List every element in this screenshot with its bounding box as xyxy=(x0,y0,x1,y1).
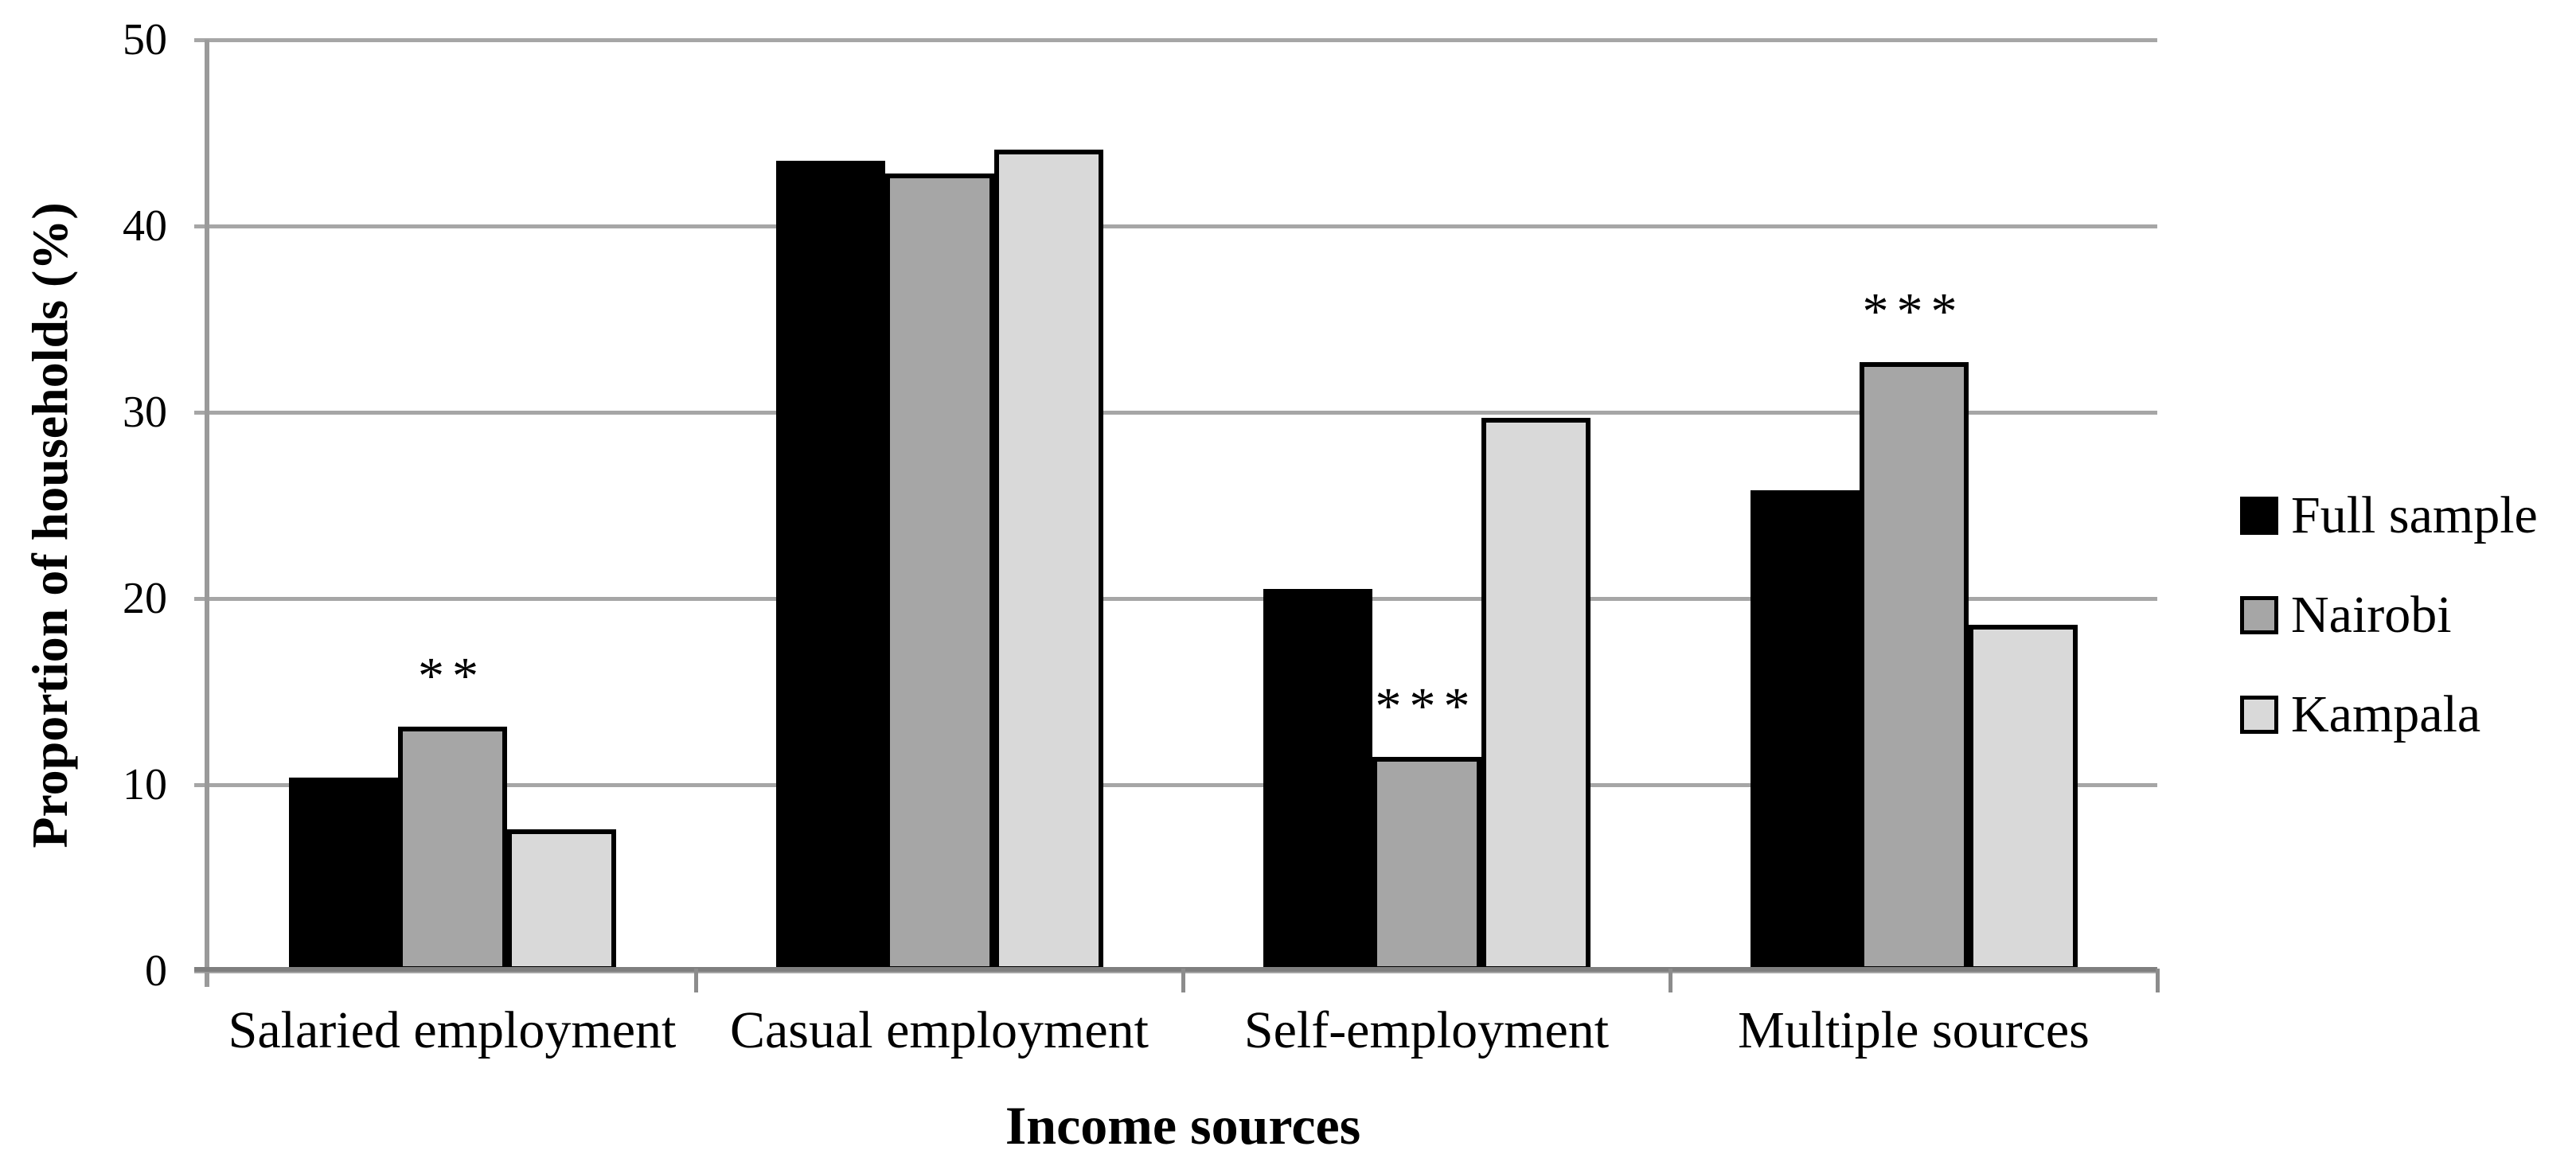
y-tick-label-0: 0 xyxy=(145,946,167,996)
bar-kampala-casual-employment xyxy=(994,150,1103,971)
x-category-label-salaried-employment: Salaried employment xyxy=(228,1001,677,1059)
legend-label-kampala: Kampala xyxy=(2291,685,2481,743)
gridline-40 xyxy=(194,224,2157,228)
y-axis-line xyxy=(205,40,209,987)
x-axis-title: Income sources xyxy=(1005,1095,1361,1156)
significance-marker-multiple-sources: *** xyxy=(1862,283,1965,341)
bar-full-sample-multiple-sources xyxy=(1751,490,1860,971)
x-axis-tick xyxy=(1181,969,1185,992)
x-category-label-multiple-sources: Multiple sources xyxy=(1738,1001,2090,1059)
bar-kampala-salaried-employment xyxy=(507,829,616,971)
gridline-50 xyxy=(194,38,2157,42)
legend-label-nairobi: Nairobi xyxy=(2291,586,2452,644)
x-axis-tick xyxy=(1669,969,1672,992)
bar-full-sample-salaried-employment xyxy=(289,778,398,971)
legend-label-full-sample: Full sample xyxy=(2291,486,2538,544)
y-axis-title: Proportion of households (%) xyxy=(21,202,78,848)
bar-nairobi-casual-employment xyxy=(885,174,994,971)
y-tick-label-10: 10 xyxy=(123,760,167,809)
legend-item-full-sample: Full sample xyxy=(2240,489,2538,542)
y-tick-label-30: 30 xyxy=(123,388,167,437)
bar-nairobi-salaried-employment xyxy=(398,727,507,971)
legend-swatch-full-sample xyxy=(2240,497,2278,535)
plot-area: ** *** *** xyxy=(194,38,2157,973)
legend-item-kampala: Kampala xyxy=(2240,688,2538,741)
x-axis-line xyxy=(194,967,2157,972)
y-tick-label-50: 50 xyxy=(123,15,167,64)
y-tick-label-40: 40 xyxy=(123,201,167,251)
x-axis-tick xyxy=(694,969,698,992)
gridline-30 xyxy=(194,411,2157,415)
bar-nairobi-multiple-sources xyxy=(1860,362,1969,971)
legend-swatch-kampala xyxy=(2240,696,2278,734)
bar-kampala-multiple-sources xyxy=(1969,625,2078,971)
legend: Full sample Nairobi Kampala xyxy=(2240,489,2538,795)
gridline-10 xyxy=(194,783,2157,787)
significance-marker-self-employment: *** xyxy=(1375,677,1478,735)
bar-full-sample-self-employment xyxy=(1263,589,1372,971)
bar-nairobi-self-employment xyxy=(1372,757,1481,971)
gridline-20 xyxy=(194,597,2157,601)
x-axis-tick xyxy=(2156,969,2160,992)
significance-marker-salaried-employment: ** xyxy=(418,647,486,705)
y-tick-label-20: 20 xyxy=(123,574,167,623)
bar-full-sample-casual-employment xyxy=(776,161,885,971)
x-category-label-self-employment: Self-employment xyxy=(1243,1001,1610,1059)
legend-item-nairobi: Nairobi xyxy=(2240,589,2538,641)
legend-swatch-nairobi xyxy=(2240,596,2278,634)
x-category-label-casual-employment: Casual employment xyxy=(729,1001,1149,1059)
